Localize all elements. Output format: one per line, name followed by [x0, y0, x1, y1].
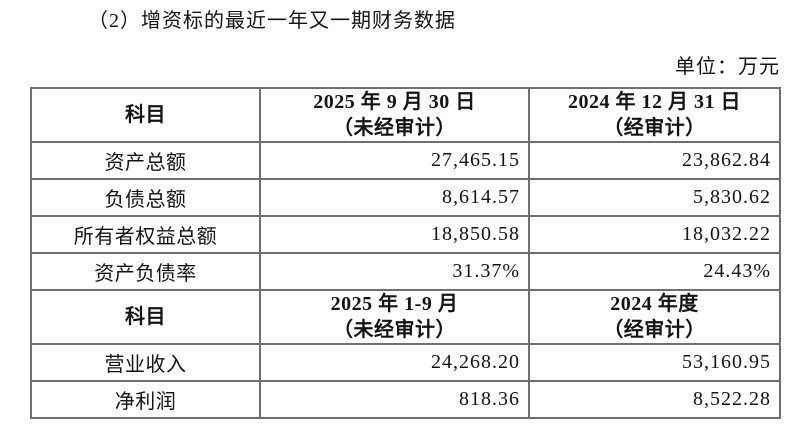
row-label: 负债总额 [30, 178, 261, 217]
unit-label: 单位：万元 [675, 56, 780, 78]
value-current-period: 18,850.58 [259, 215, 530, 254]
header-period-2025-09-30: 2025 年 9 月 30 日 （未经审计） [259, 87, 530, 143]
value-current-period: 24,268.20 [259, 343, 530, 382]
table-row-total-liabilities: 负债总额 8,614.57 5,830.62 [30, 178, 781, 217]
value-prior-period: 8,522.28 [528, 380, 781, 419]
row-label: 净利润 [30, 380, 261, 419]
header-period-date: 2025 年 9 月 30 日 [313, 91, 476, 113]
row-label: 营业收入 [30, 343, 261, 382]
row-label: 所有者权益总额 [30, 215, 261, 254]
header-period-2025-1-9: 2025 年 1-9 月 （未经审计） [259, 289, 530, 345]
header-audit-status: （未经审计） [333, 319, 456, 341]
table-row-net-profit: 净利润 818.36 8,522.28 [30, 380, 781, 419]
value-prior-period: 18,032.22 [528, 215, 781, 254]
header-audit-status: （未经审计） [333, 117, 456, 139]
value-current-period: 818.36 [259, 380, 530, 419]
value-current-period: 27,465.15 [259, 141, 530, 180]
financial-data-table: 科目 2025 年 9 月 30 日 （未经审计） 2024 年 12 月 31… [30, 87, 781, 419]
table-row-operating-revenue: 营业收入 24,268.20 53,160.95 [30, 343, 781, 382]
table-row-owners-equity: 所有者权益总额 18,850.58 18,032.22 [30, 215, 781, 254]
table-row-debt-ratio: 资产负债率 31.37% 24.43% [30, 252, 781, 291]
row-label: 资产负债率 [30, 252, 261, 291]
header-period-date: 2024 年 12 月 31 日 [568, 91, 741, 113]
header-period-date: 2025 年 1-9 月 [330, 293, 459, 315]
header-period-2024-12-31: 2024 年 12 月 31 日 （经审计） [528, 87, 781, 143]
row-label: 资产总额 [30, 141, 261, 180]
value-current-period: 8,614.57 [259, 178, 530, 217]
section-title: （2）增资标的最近一年又一期财务数据 [88, 10, 456, 32]
header-period-2024-annual: 2024 年度 （经审计） [528, 289, 781, 345]
value-current-period: 31.37% [259, 252, 530, 291]
table-row-total-assets: 资产总额 27,465.15 23,862.84 [30, 141, 781, 180]
header-subject: 科目 [30, 289, 261, 345]
value-prior-period: 53,160.95 [528, 343, 781, 382]
header-subject: 科目 [30, 87, 261, 143]
header-audit-status: （经审计） [603, 319, 706, 341]
table-header-income: 科目 2025 年 1-9 月 （未经审计） 2024 年度 （经审计） [30, 289, 781, 345]
value-prior-period: 24.43% [528, 252, 781, 291]
header-audit-status: （经审计） [603, 117, 706, 139]
value-prior-period: 23,862.84 [528, 141, 781, 180]
value-prior-period: 5,830.62 [528, 178, 781, 217]
header-period-date: 2024 年度 [610, 293, 699, 315]
table-header-balance: 科目 2025 年 9 月 30 日 （未经审计） 2024 年 12 月 31… [30, 87, 781, 143]
